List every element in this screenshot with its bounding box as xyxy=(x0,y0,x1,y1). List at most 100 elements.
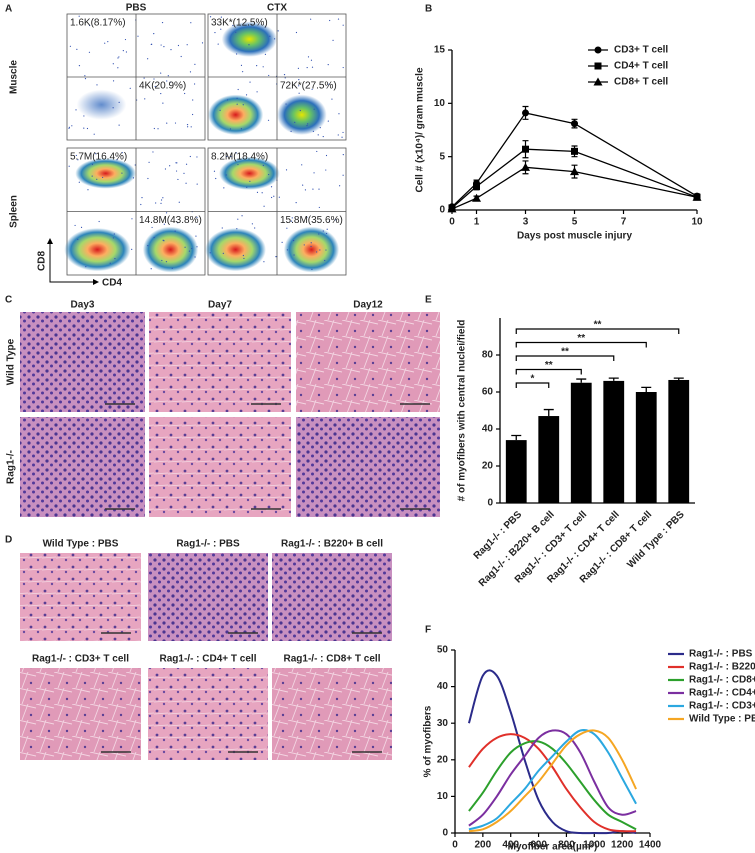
event-dot xyxy=(118,124,120,126)
legend-label: CD8+ T cell xyxy=(614,77,668,88)
histology-image xyxy=(272,668,392,760)
event-dot xyxy=(339,185,341,187)
row-label: Muscle xyxy=(9,60,20,94)
event-dot xyxy=(325,249,327,251)
event-dot xyxy=(175,170,178,172)
error-bar xyxy=(543,408,554,417)
event-dot xyxy=(98,220,100,223)
image-label: Rag1-/- : CD4+ T cell xyxy=(160,654,257,665)
event-dot xyxy=(267,119,270,121)
event-dot xyxy=(137,35,139,37)
marker xyxy=(594,46,602,54)
event-dot xyxy=(194,256,196,258)
event-dot xyxy=(341,136,343,138)
event-dot xyxy=(237,88,239,91)
event-dot xyxy=(147,58,149,60)
x-tick-label: 400 xyxy=(502,840,519,851)
event-dot xyxy=(160,72,162,74)
event-dot xyxy=(150,268,152,270)
event-dot xyxy=(196,246,198,248)
histology-image xyxy=(148,553,268,641)
histology-image xyxy=(296,417,440,517)
event-dot xyxy=(107,41,109,43)
density-blob xyxy=(283,226,340,273)
event-dot xyxy=(290,220,293,222)
image-label: Wild Type : PBS xyxy=(43,539,119,550)
event-dot xyxy=(312,130,314,132)
event-dot xyxy=(109,262,111,264)
x-tick-label: 10 xyxy=(691,217,703,228)
event-dot xyxy=(131,248,133,251)
event-dot xyxy=(162,102,164,104)
density-blob xyxy=(277,94,327,135)
event-dot xyxy=(268,74,270,77)
event-dot xyxy=(180,55,182,58)
event-dot xyxy=(310,245,312,248)
event-dot xyxy=(169,165,171,167)
marker xyxy=(594,62,602,70)
event-dot xyxy=(116,159,118,161)
event-dot xyxy=(121,152,123,154)
event-dot xyxy=(184,92,186,95)
event-dot xyxy=(318,188,320,190)
panel-letter: B xyxy=(425,4,432,15)
x-tick-label: 0 xyxy=(449,217,455,228)
event-dot xyxy=(297,67,299,69)
event-dot xyxy=(313,108,315,110)
density-blob xyxy=(221,21,277,57)
panel-letter: A xyxy=(5,4,12,15)
row-label: Wild Type xyxy=(6,338,17,385)
event-dot xyxy=(285,103,287,105)
event-dot xyxy=(185,182,187,184)
bar xyxy=(570,382,592,503)
event-dot xyxy=(325,232,328,235)
event-dot xyxy=(264,53,266,55)
event-dot xyxy=(241,215,243,217)
event-dot xyxy=(294,121,296,124)
event-dot xyxy=(164,168,167,170)
event-dot xyxy=(307,123,309,125)
event-dot xyxy=(155,202,157,204)
event-dot xyxy=(316,150,318,153)
event-dot xyxy=(178,201,180,203)
event-dot xyxy=(167,75,169,77)
series-line xyxy=(468,729,637,833)
event-dot xyxy=(174,230,176,232)
y-tick-label: 40 xyxy=(437,681,449,692)
gate-label: 8.2M(18.4%) xyxy=(211,152,268,163)
event-dot xyxy=(237,163,239,166)
marker xyxy=(473,183,480,191)
event-dot xyxy=(291,217,293,219)
event-dot xyxy=(312,188,314,190)
event-dot xyxy=(310,59,313,61)
event-dot xyxy=(311,268,313,270)
event-dot xyxy=(112,63,114,65)
column-label: Day3 xyxy=(71,300,95,311)
histology-image xyxy=(149,312,291,412)
event-dot xyxy=(322,135,324,138)
event-dot xyxy=(147,245,149,247)
event-dot xyxy=(331,98,333,100)
panel-c: Day3 Day7 Day12 Wild Type Rag1-/- xyxy=(6,300,440,517)
event-dot xyxy=(226,155,228,158)
x-tick-label: 800 xyxy=(558,840,575,851)
event-dot xyxy=(153,127,155,130)
panel-letter: C xyxy=(5,295,12,306)
legend-label: Rag1-/- : CD4+ T cell xyxy=(689,688,755,699)
event-dot xyxy=(177,178,179,181)
event-dot xyxy=(249,81,251,83)
event-dot xyxy=(295,201,297,204)
x-tick-label: 200 xyxy=(475,840,492,851)
y-tick-label: 50 xyxy=(437,645,449,656)
event-dot xyxy=(219,109,221,111)
event-dot xyxy=(161,21,164,24)
event-dot xyxy=(268,173,270,176)
event-dot xyxy=(77,238,79,240)
x-tick-label: 1 xyxy=(474,217,480,228)
arrow-head xyxy=(93,279,99,285)
event-dot xyxy=(217,43,219,45)
density-blob xyxy=(75,158,136,189)
significance-label: ** xyxy=(545,360,553,371)
event-dot xyxy=(191,247,193,250)
event-dot xyxy=(96,84,98,86)
